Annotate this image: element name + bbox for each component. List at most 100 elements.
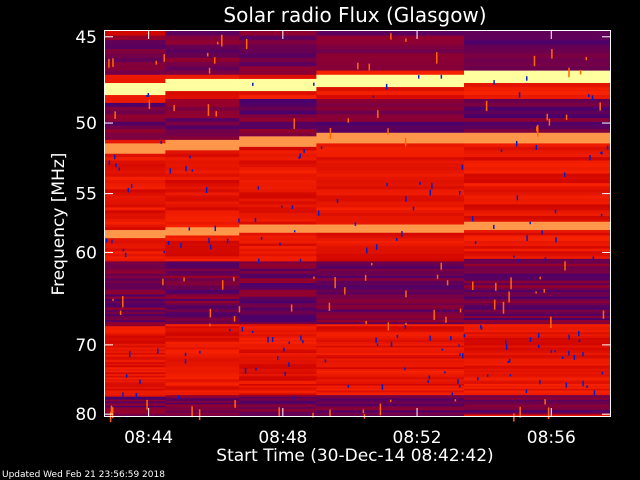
heatmap-cell — [105, 125, 166, 130]
heatmap-speckle — [412, 206, 415, 211]
heatmap-cell — [316, 278, 465, 282]
heatmap-cell — [239, 189, 317, 193]
heatmap-cell — [239, 183, 317, 187]
heatmap-cell — [105, 280, 166, 284]
heatmap-cell — [105, 173, 166, 178]
y-tick-label: 60 — [75, 243, 97, 263]
heatmap-speckle — [288, 362, 290, 367]
heatmap-speckle — [185, 165, 187, 172]
heatmap-cell — [105, 224, 166, 228]
heatmap-cell — [464, 410, 611, 413]
heatmap-speckle — [180, 242, 182, 249]
heatmap-cell — [105, 401, 166, 404]
heatmap-cell — [239, 271, 317, 274]
heatmap-speckle — [593, 390, 596, 396]
heatmap-cell — [464, 395, 611, 398]
heatmap-cell — [316, 91, 465, 96]
heatmap-cell — [165, 230, 240, 234]
heatmap-cell — [464, 379, 611, 382]
heatmap-speckle — [537, 124, 539, 137]
heatmap-speckle — [216, 41, 219, 45]
heatmap-cell — [239, 31, 317, 36]
heatmap-cell — [239, 153, 317, 158]
heatmap-cell — [165, 192, 240, 196]
heatmap-cell — [316, 150, 465, 155]
heatmap-cell — [165, 367, 240, 370]
heatmap-speckle — [169, 168, 172, 174]
heatmap-cell — [316, 275, 465, 279]
heatmap-cell — [316, 407, 465, 410]
y-axis: 45 50 55 60 70 80 — [75, 28, 610, 425]
heatmap-speckle — [429, 189, 432, 196]
heatmap-cell — [239, 285, 317, 289]
heatmap-speckle — [210, 244, 212, 250]
heatmap-speckle — [205, 187, 208, 193]
heatmap-cell — [464, 251, 611, 255]
heatmap-cell — [239, 404, 317, 407]
heatmap-cell — [165, 332, 240, 335]
heatmap-speckle — [213, 57, 216, 64]
heatmap-cell — [316, 280, 465, 284]
heatmap-speckle — [267, 336, 269, 343]
heatmap-cell — [165, 360, 240, 363]
heatmap-cell — [239, 62, 317, 67]
heatmap-cell — [165, 232, 240, 236]
heatmap-cell — [165, 404, 240, 407]
heatmap-speckle — [404, 138, 407, 147]
heatmap-cell — [239, 210, 317, 214]
heatmap-speckle — [245, 38, 248, 50]
heatmap-cell — [464, 368, 611, 372]
heatmap-speckle — [591, 95, 594, 101]
heatmap-speckle — [258, 258, 260, 264]
heatmap-speckle — [564, 172, 566, 177]
heatmap-speckle — [405, 290, 407, 298]
heatmap-cell — [464, 227, 611, 231]
heatmap-cell — [165, 330, 240, 333]
heatmap-speckle — [146, 399, 148, 410]
heatmap-cell — [464, 62, 611, 67]
heatmap-cell — [105, 382, 166, 385]
heatmap-speckle — [280, 205, 283, 208]
heatmap-speckle — [257, 186, 260, 190]
heatmap-cell — [165, 204, 240, 208]
heatmap-speckle — [516, 195, 519, 201]
heatmap-cell — [105, 189, 166, 193]
heatmap-cell — [239, 341, 317, 345]
heatmap-speckle — [199, 350, 201, 354]
heatmap-cell — [239, 375, 317, 378]
heatmap-cell — [165, 248, 240, 252]
heatmap-cell — [464, 87, 611, 92]
heatmap-cell — [316, 380, 465, 383]
heatmap-speckle — [459, 385, 461, 388]
heatmap-cell — [464, 411, 611, 414]
heatmap-speckle — [493, 80, 495, 85]
heatmap-cell — [316, 136, 465, 141]
heatmap-cell — [316, 227, 465, 231]
heatmap-image — [105, 31, 611, 423]
heatmap-speckle — [405, 196, 407, 202]
heatmap-cell — [105, 294, 166, 298]
heatmap-speckle — [600, 213, 603, 217]
heatmap-cell — [464, 95, 611, 100]
heatmap-cell — [464, 74, 611, 80]
heatmap-cell — [239, 157, 317, 161]
heatmap-cell — [316, 334, 465, 337]
heatmap-cell — [239, 163, 317, 168]
plot-frame — [104, 30, 611, 417]
heatmap-cell — [464, 354, 611, 358]
heatmap-cell — [165, 268, 240, 272]
heatmap-cell — [316, 408, 465, 411]
heatmap-speckle — [539, 276, 541, 280]
heatmap-speckle — [458, 344, 460, 347]
heatmap-cell — [464, 303, 611, 306]
heatmap-cell — [464, 167, 611, 171]
plot-area: 08:44 08:48 08:52 08:56 45 50 55 60 70 80 — [75, 28, 611, 448]
heatmap-cell — [239, 287, 317, 291]
heatmap-cell — [165, 353, 240, 356]
heatmap-speckle — [433, 309, 435, 320]
heatmap-cell — [105, 150, 166, 155]
heatmap-speckle — [536, 126, 538, 132]
heatmap-speckle — [606, 145, 609, 150]
heatmap-speckle — [173, 105, 175, 112]
heatmap-cell — [464, 210, 611, 214]
